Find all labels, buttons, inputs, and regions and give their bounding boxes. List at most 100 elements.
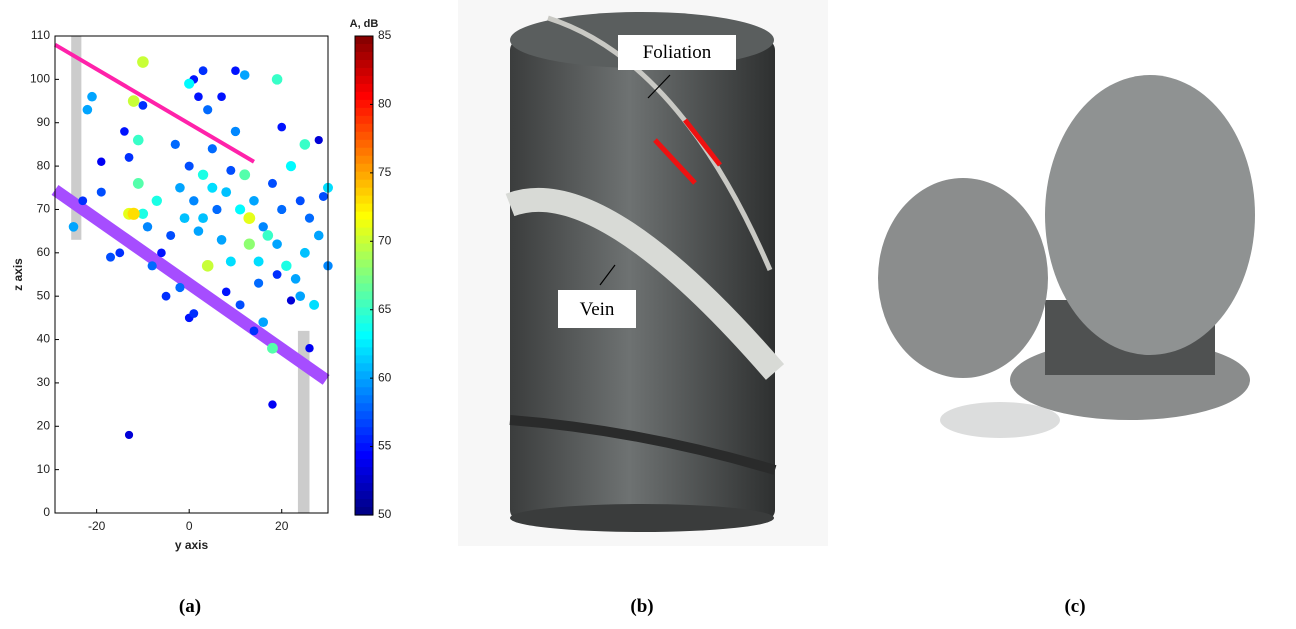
figure: Foliation Vein 0102030405060708090100110… (0, 0, 1296, 629)
data-point (277, 123, 286, 132)
data-point (198, 170, 208, 180)
y-tick-label: 40 (37, 332, 51, 346)
data-point (254, 256, 264, 266)
colorbar-segment (355, 283, 373, 292)
data-point (166, 231, 175, 240)
data-point (212, 205, 221, 214)
colorbar-label: A, dB (350, 18, 379, 30)
colorbar-segment (355, 68, 373, 77)
colorbar-segment (355, 435, 373, 444)
y-tick-label: 20 (37, 418, 51, 432)
colorbar-segment (355, 307, 373, 316)
data-point (185, 162, 194, 171)
data-point (244, 239, 255, 250)
panel-label: (b) (630, 596, 653, 617)
colorbar-segment (355, 196, 373, 205)
data-point (254, 279, 263, 288)
colorbar-segment (355, 76, 373, 85)
colorbar-segment (355, 212, 373, 221)
data-point (78, 196, 87, 205)
data-point (133, 178, 144, 189)
data-point (157, 249, 166, 258)
data-point (87, 92, 97, 102)
data-point (259, 222, 268, 231)
data-point (287, 296, 295, 304)
data-point (125, 153, 134, 162)
colorbar-tick-label: 60 (378, 370, 392, 384)
colorbar-segment (355, 220, 373, 229)
data-point (128, 208, 140, 220)
data-point (189, 309, 198, 318)
data-point (217, 92, 226, 101)
data-point (194, 92, 203, 101)
data-point (226, 256, 236, 266)
data-point (203, 105, 212, 114)
data-point (235, 204, 245, 214)
colorbar-segment (355, 228, 373, 237)
data-point (207, 183, 217, 193)
colorbar-segment (355, 84, 373, 93)
data-point (97, 188, 106, 197)
x-axis-label: y axis (175, 538, 209, 552)
data-point (249, 196, 259, 206)
data-point (305, 214, 314, 223)
colorbar-segment (355, 491, 373, 500)
colorbar-segment (355, 252, 373, 261)
data-point (202, 260, 214, 272)
colorbar-segment (355, 459, 373, 468)
colorbar-segment (355, 427, 373, 436)
data-point (300, 248, 310, 258)
data-point (239, 169, 250, 180)
colorbar-tick-label: 65 (378, 302, 392, 316)
data-point (296, 196, 305, 205)
y-tick-label: 0 (43, 505, 50, 519)
annotation: Vein (580, 299, 615, 320)
y-tick-label: 110 (31, 28, 50, 42)
colorbar-tick-label: 70 (378, 233, 392, 247)
photo-core: Foliation Vein (458, 0, 828, 546)
annotation: Foliation (643, 42, 712, 63)
colorbar-tick-label: 85 (378, 28, 392, 42)
colorbar-segment (355, 108, 373, 117)
colorbar-segment (355, 164, 373, 173)
colorbar-segment (355, 475, 373, 484)
colorbar-segment (355, 124, 373, 133)
y-tick-label: 70 (37, 202, 51, 216)
colorbar-tick-label: 75 (378, 165, 392, 179)
data-point (194, 226, 204, 236)
data-point (272, 239, 282, 249)
colorbar-segment (355, 315, 373, 324)
colorbar-segment (355, 331, 373, 340)
data-point (128, 95, 140, 107)
colorbar-segment (355, 148, 373, 157)
data-point (319, 192, 328, 201)
colorbar-tick-label: 55 (378, 439, 392, 453)
colorbar-segment (355, 92, 373, 101)
y-tick-label: 30 (37, 375, 51, 389)
data-point (106, 253, 115, 262)
y-axis-label: z axis (11, 258, 25, 291)
data-point (189, 196, 198, 205)
colorbar-segment (355, 52, 373, 61)
data-point (152, 196, 162, 206)
colorbar-segment (355, 299, 373, 308)
x-tick-label: 0 (186, 519, 193, 533)
colorbar-segment (355, 244, 373, 253)
data-point (295, 291, 305, 301)
y-tick-label: 100 (30, 72, 50, 86)
colorbar-segment (355, 188, 373, 197)
colorbar-segment (355, 323, 373, 332)
data-point (222, 288, 231, 297)
colorbar-segment (355, 355, 373, 364)
photo-fragments (870, 75, 1296, 458)
data-point (277, 205, 286, 214)
data-point (315, 136, 323, 144)
data-point (268, 400, 276, 408)
panel-label: (c) (1064, 596, 1085, 617)
data-point (314, 231, 324, 241)
y-tick-label: 60 (37, 245, 51, 259)
colorbar-segment (355, 236, 373, 245)
colorbar-segment (355, 339, 373, 348)
data-point (250, 326, 259, 335)
colorbar-segment (355, 204, 373, 213)
